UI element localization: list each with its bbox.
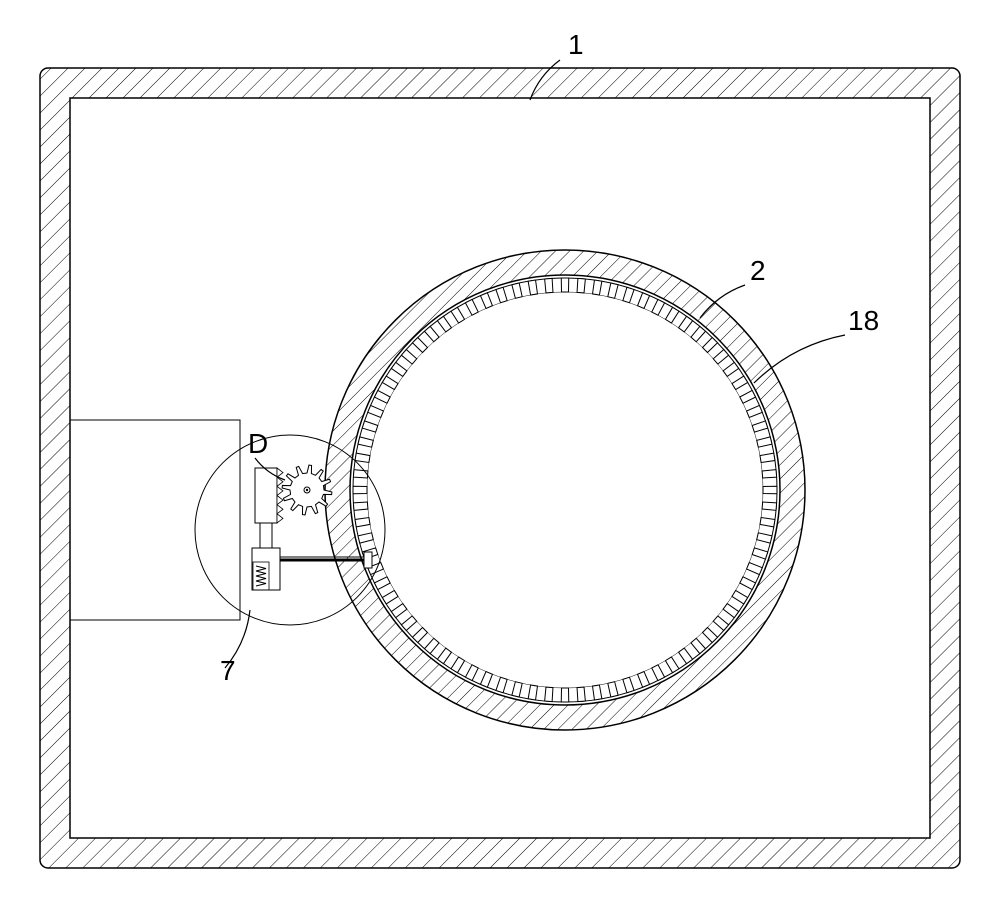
- gear-ring-teeth: [353, 278, 777, 702]
- rack-tooth: [277, 496, 283, 505]
- pivot-pin: [364, 552, 372, 568]
- small-gear-center: [306, 489, 308, 491]
- label-L7: 7: [220, 655, 236, 686]
- detail-box: [70, 420, 240, 620]
- mechanism-column: [260, 523, 272, 548]
- rack-block: [255, 468, 277, 523]
- label-L1: 1: [568, 29, 584, 60]
- rack-tooth: [277, 468, 283, 477]
- frame-outer: [40, 68, 960, 868]
- ring-hatch: [325, 250, 805, 730]
- label-L2: 2: [750, 255, 766, 286]
- gear-ring-root: [367, 292, 763, 688]
- rack-tooth: [277, 514, 283, 523]
- rack-tooth: [277, 505, 283, 514]
- frame-wall-hatch: [40, 68, 960, 868]
- ring-inner: [350, 275, 780, 705]
- label-L18: 18: [848, 305, 879, 336]
- label-LD: D: [248, 428, 268, 459]
